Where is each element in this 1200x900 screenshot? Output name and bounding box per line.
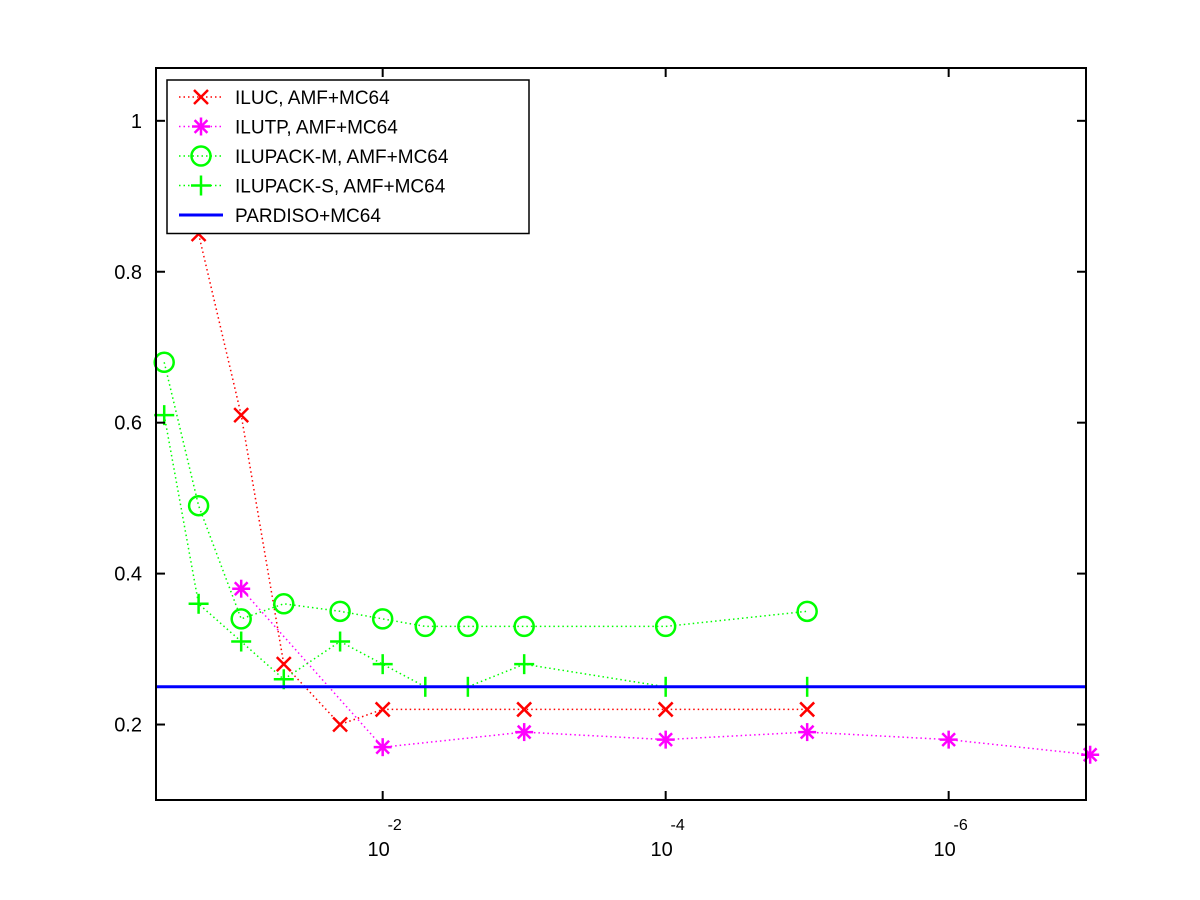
legend-item-1: ILUC, AMF+MC64 (179, 88, 390, 109)
series-3-point-10 (654, 615, 677, 638)
y-tick-label-4: 0.8 (114, 262, 142, 284)
series-3-point-9 (513, 615, 535, 638)
series-4-point-3 (231, 631, 252, 652)
series-1-line (197, 233, 383, 726)
x-tick-exponent-2: -4 (671, 817, 685, 834)
legend-item-5: PARDISO+MC64 (179, 206, 381, 227)
series-3-point-2 (187, 494, 210, 517)
y-tick-label-1: 0.2 (114, 715, 142, 737)
series-3-point-8 (457, 615, 479, 638)
series-4-point-9 (514, 654, 535, 675)
x-tick-base-1: 10 (368, 839, 390, 861)
legend-marker-4 (191, 175, 211, 196)
legend-label-5: PARDISO+MC64 (235, 206, 381, 227)
legend-label-4: ILUPACK-S, AMF+MC64 (235, 177, 446, 198)
legend-label-2: ILUTP, AMF+MC64 (235, 118, 398, 139)
series-3-point-6 (371, 608, 394, 630)
series-2-point-4 (656, 730, 675, 749)
series-3-point-3 (230, 608, 252, 630)
series-2-point-6 (939, 730, 958, 749)
legend-item-4: ILUPACK-S, AMF+MC64 (179, 175, 446, 198)
axes-layer: 0.2 0.4 0.6 0.8 1 -2 10 -4 10 -6 10 (114, 67, 1087, 861)
series-4-point-6 (372, 654, 393, 675)
series-1-extra-point-1 (516, 701, 533, 718)
legend-marker-1 (193, 89, 209, 105)
legend-item-3: ILUPACK-M, AMF+MC64 (179, 145, 449, 168)
legend-marker-3 (190, 145, 212, 167)
legend-item-2: ILUTP, AMF+MC64 (179, 117, 398, 139)
legend-marker-2 (192, 117, 210, 136)
series-4-point-5 (330, 631, 351, 652)
legend-label-3: ILUPACK-M, AMF+MC64 (235, 147, 449, 168)
series-3 (153, 351, 818, 638)
series-1-point-5 (374, 701, 391, 718)
series-2-point-5 (798, 723, 817, 742)
y-tick-label-3: 0.6 (114, 413, 142, 435)
x-tick-exponent-3: -6 (954, 817, 968, 834)
series-4-line (163, 414, 808, 688)
series-1-extra-point-2 (657, 701, 674, 718)
series-3-point-1 (153, 351, 175, 374)
series-2-point-7 (1081, 745, 1100, 764)
series-3-point-4 (273, 593, 295, 615)
series-2-point-3 (515, 723, 534, 742)
series-3-point-11 (796, 600, 818, 623)
legend: ILUC, AMF+MC64 ILUTP, AMF+MC64 ILUPACK-M, … (166, 79, 530, 235)
axes-frame (155, 67, 1087, 801)
series-1-point-4 (332, 716, 348, 733)
series-1-extra-point-3 (799, 701, 816, 718)
series-1-point-3 (275, 656, 292, 673)
x-tick-exponent-1: -2 (388, 817, 402, 834)
legend-label-1: ILUC, AMF+MC64 (235, 88, 390, 109)
series-2-point-2 (373, 738, 392, 757)
x-tick-base-2: 10 (651, 839, 673, 861)
series-1-point-2 (233, 407, 250, 424)
y-tick-label-5: 1 (131, 111, 142, 133)
series-3-point-5 (329, 600, 351, 623)
legend-box (166, 79, 530, 235)
series-3-line (163, 362, 808, 628)
series-layer (153, 226, 1100, 764)
y-tick-label-2: 0.4 (114, 564, 142, 586)
series-3-point-7 (414, 615, 437, 638)
series-2-point-1 (232, 579, 251, 598)
x-tick-base-3: 10 (934, 839, 956, 861)
series-4-point-2 (188, 593, 209, 614)
